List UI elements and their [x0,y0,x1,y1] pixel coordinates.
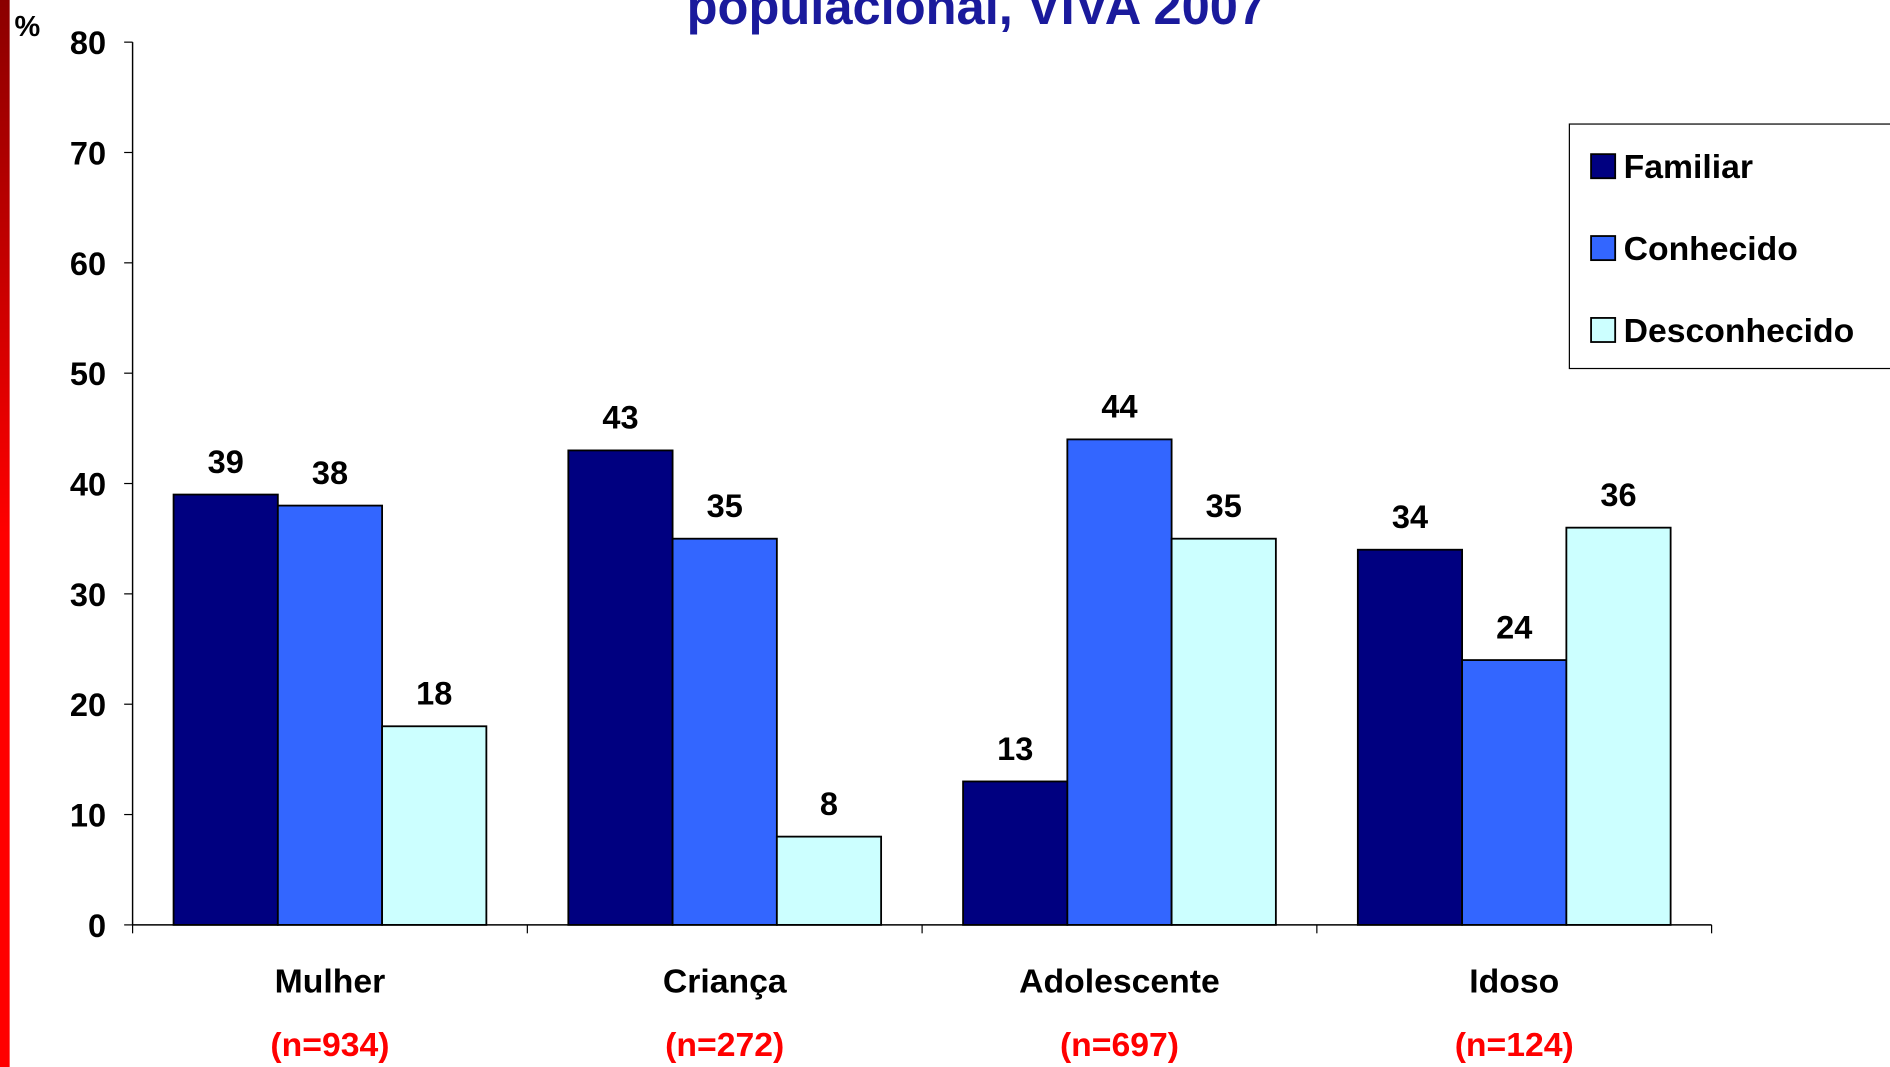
bar [962,780,1069,926]
legend-box [1568,123,1890,370]
data-label: 13 [997,731,1033,767]
data-label: 18 [416,676,452,712]
bar [671,537,778,926]
side-strip [0,0,10,1067]
y-tick-label: 80 [70,25,106,61]
x-tick-label: Adolescente [1019,962,1220,1000]
bar [1356,548,1464,926]
chart-title: populacional, VIVA 2007 [687,0,1266,35]
data-label: 35 [1206,488,1242,524]
legend-label: Desconhecido [1624,312,1855,350]
data-label: 43 [602,400,638,436]
data-label: 38 [312,455,348,491]
y-tick-label: 0 [88,908,106,944]
legend-label: Conhecido [1624,230,1798,268]
data-label: 35 [707,488,743,524]
bar [172,493,279,926]
bar [1066,438,1173,926]
legend-swatch [1590,153,1617,180]
y-tick-label: 10 [70,798,106,834]
data-label: 44 [1101,389,1137,425]
x-tick-label: Criança [663,962,787,1000]
bar [1461,659,1568,926]
y-tick-label: 70 [70,136,106,172]
data-label: 8 [820,786,838,822]
bar [1565,526,1672,926]
y-tick-label: 20 [70,687,106,723]
sample-size: (n=124) [1455,1026,1574,1064]
legend-swatch [1590,235,1617,262]
y-tick-label: 40 [70,467,106,503]
y-tick-label: 60 [70,246,106,282]
data-label: 39 [208,444,244,480]
data-label: 36 [1600,477,1636,513]
bar [276,504,384,926]
y-axis-label: % [14,11,40,43]
sample-size: (n=272) [665,1026,784,1064]
x-tick-label: Mulher [275,962,386,1000]
x-tick-label: Idoso [1469,962,1559,1000]
bar [567,449,674,926]
y-tick-label: 50 [70,356,106,392]
bar [381,725,488,926]
bar [1170,537,1277,926]
data-label: 24 [1496,609,1532,645]
sample-size: (n=697) [1060,1026,1179,1064]
sample-size: (n=934) [270,1026,389,1064]
y-tick-label: 30 [70,577,106,613]
bar [775,835,883,926]
legend-label: Familiar [1624,148,1753,186]
data-label: 34 [1392,499,1428,535]
legend-swatch [1590,317,1617,343]
